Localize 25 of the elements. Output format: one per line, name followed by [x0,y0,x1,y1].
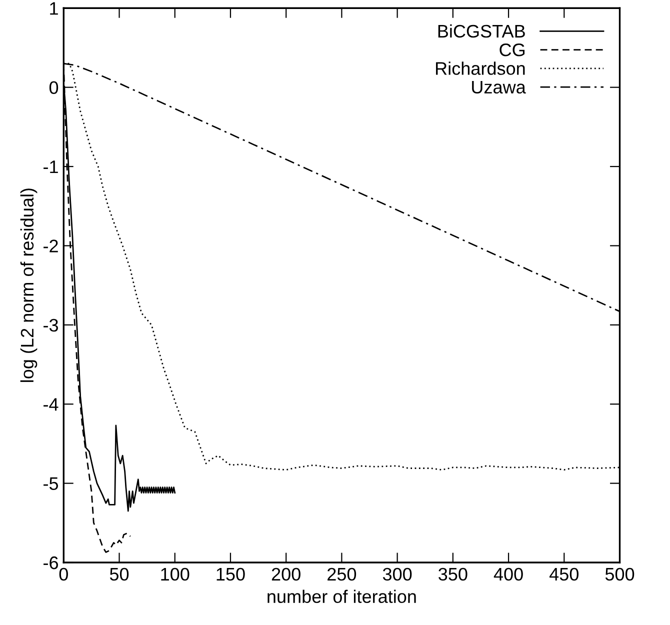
legend-label: Richardson [436,62,525,75]
x-tick-label: 450 [549,568,578,581]
y-tick-label: 0 [49,81,58,94]
x-tick-label: 250 [328,568,356,581]
legend-label: BiCGSTAB [438,24,525,38]
x-tick-label: 500 [605,568,634,581]
legend-label: Uzawa [472,80,526,94]
y-tick-label: -3 [44,318,58,332]
x-tick-label: 0 [59,568,68,581]
x-axis-title: number of iteration [268,590,416,604]
y-tick-label: 1 [50,2,58,15]
x-tick-label: 400 [494,568,523,581]
y-tick-label: -4 [44,398,58,411]
x-tick-label: 100 [161,568,190,581]
x-tick-label: 50 [110,568,129,581]
x-tick-label: 200 [272,568,300,581]
x-tick-label: 150 [216,568,245,581]
y-tick-label: -1 [44,160,58,174]
y-tick-label: -5 [44,477,58,490]
legend-label: CG [500,43,525,56]
x-tick-label: 350 [438,568,468,581]
y-tick-label: -6 [44,556,58,570]
y-tick-label: -2 [44,240,58,252]
x-tick-label: 300 [382,568,412,581]
y-axis-title: log (L2 norm of residual) [20,188,38,382]
